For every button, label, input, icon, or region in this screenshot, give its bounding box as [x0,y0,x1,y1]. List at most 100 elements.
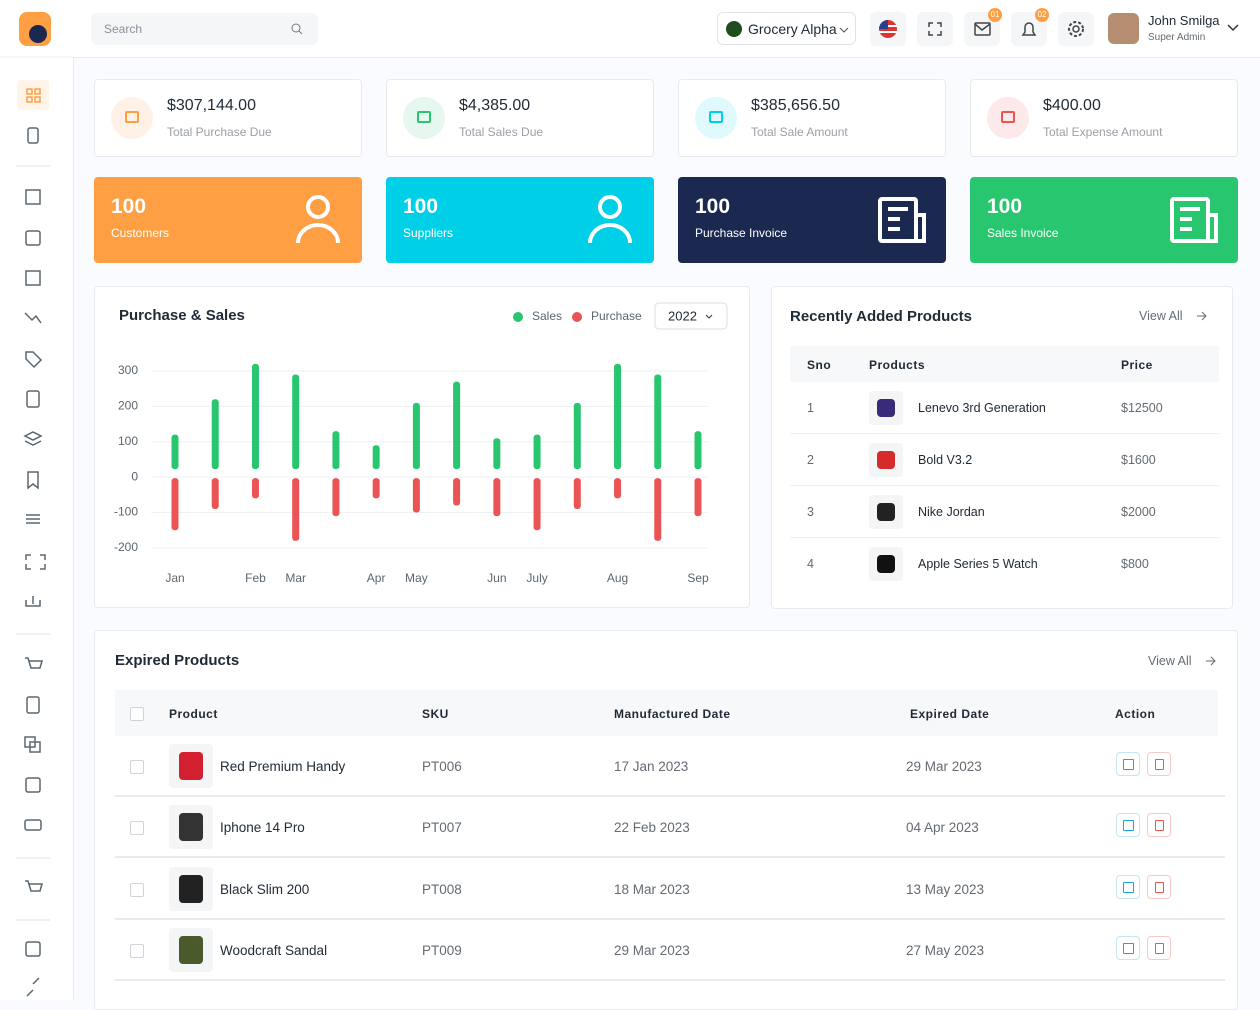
row-divider [115,795,1225,797]
row-product: Lenevo 3rd Generation [918,401,1046,415]
edit-button[interactable] [1116,813,1140,838]
year-select[interactable] [654,302,728,330]
legend-label: Sales [532,309,562,323]
x-tick-label: Jan [165,571,184,585]
bar [211,478,219,509]
sidebar-icons [0,12,73,997]
checkbox[interactable] [130,821,144,836]
row-sku: PT006 [422,759,462,774]
bell-badge: 02 [1035,8,1049,22]
delete-button[interactable] [1147,935,1171,960]
y-tick-label: -100 [114,505,138,519]
product-thumb [869,391,903,425]
checkbox[interactable] [130,760,144,774]
chevron [705,314,713,319]
avatar[interactable] [1108,13,1139,44]
row-sno: 2 [807,453,814,467]
logo-mark [29,25,47,43]
column-header: Action [1115,707,1156,721]
bar [694,478,702,517]
y-tick-label: 0 [131,469,138,483]
bar [573,478,581,509]
nav-icons[interactable] [16,127,50,997]
arrow-icon [1197,311,1207,321]
delete-button[interactable] [1147,752,1171,776]
count-value: 100 [695,195,731,218]
column-header: Products [869,358,926,372]
search-icon [291,23,303,35]
count-label: Sales Invoice [987,226,1059,240]
row-product: Black Slim 200 [220,881,310,897]
count-value: 100 [987,195,1023,218]
product-image [179,935,203,964]
product-image [877,503,895,521]
count-card: 100 Suppliers [386,177,654,263]
column-header: SKU [422,707,449,721]
row-product: Apple Series 5 Watch [918,557,1038,571]
expired-title: Expired Products [115,652,240,669]
bar [332,478,340,517]
edit-button[interactable] [1116,935,1140,960]
chart: Purchase & Sales 2022 300 200 100 0 -100 -200… [114,302,728,585]
chart-title: Purchase & Sales [119,307,245,324]
recent-title: Recently Added Products [790,308,972,325]
mail-badge: 01 [988,8,1002,22]
edit-button[interactable] [1116,874,1140,899]
search-placeholder: Search [104,22,143,36]
summary-card: $4,385.00 Total Sales Due [386,79,654,157]
bar [694,431,702,470]
bar [493,438,501,470]
bar [372,478,380,499]
icon-glyph [125,111,139,123]
bar [171,478,179,531]
chevron[interactable] [1227,24,1239,32]
row-divider [115,978,1225,981]
x-tick-label: Apr [367,571,386,585]
bar [211,399,219,470]
row-divider [115,856,1225,859]
product-image [179,813,203,842]
year-label: 2022 [668,308,697,323]
summary-icon [987,97,1029,139]
checkbox[interactable] [130,943,144,958]
bar [614,478,622,499]
row-expired: 13 May 2023 [906,881,985,897]
count-icon [1170,197,1218,243]
checkbox[interactable] [130,707,144,721]
bar [493,478,501,517]
x-tick-label: July [526,571,547,585]
bar [654,374,662,470]
row-product: Red Premium Handy [220,759,346,774]
x-tick-label: Feb [245,571,266,585]
search-box[interactable]: Search [91,13,318,45]
row-product: Nike Jordan [918,505,985,519]
summary-icon [111,97,153,139]
store-select[interactable]: Grocery Alpha [717,12,856,45]
product-thumb [869,495,903,529]
checkbox[interactable] [130,882,144,897]
count-icon [588,195,632,244]
delete-button[interactable] [1147,874,1171,899]
edit-icon [1123,942,1134,954]
bar [412,478,420,513]
edit-button[interactable] [1116,752,1140,776]
icon-glyph [1001,111,1015,123]
delete-icon [1155,820,1164,832]
view-all[interactable]: View All [1148,654,1192,668]
product-image [179,752,203,780]
product-image [877,399,895,417]
delete-icon [1155,942,1164,954]
user-role: Super Admin [1148,32,1206,43]
row-divider [115,917,1225,920]
nav-active[interactable] [17,80,49,110]
view-all[interactable]: View All [1139,309,1183,323]
product-thumb [169,866,213,911]
delete-icon [1155,759,1164,770]
row-product: Bold V3.2 [918,453,973,467]
bar [573,402,581,470]
bar [614,363,622,470]
y-tick-label: -200 [114,540,138,554]
header-icons[interactable] [870,12,1120,46]
x-tick-label: Aug [607,571,628,585]
delete-button[interactable] [1147,813,1171,838]
